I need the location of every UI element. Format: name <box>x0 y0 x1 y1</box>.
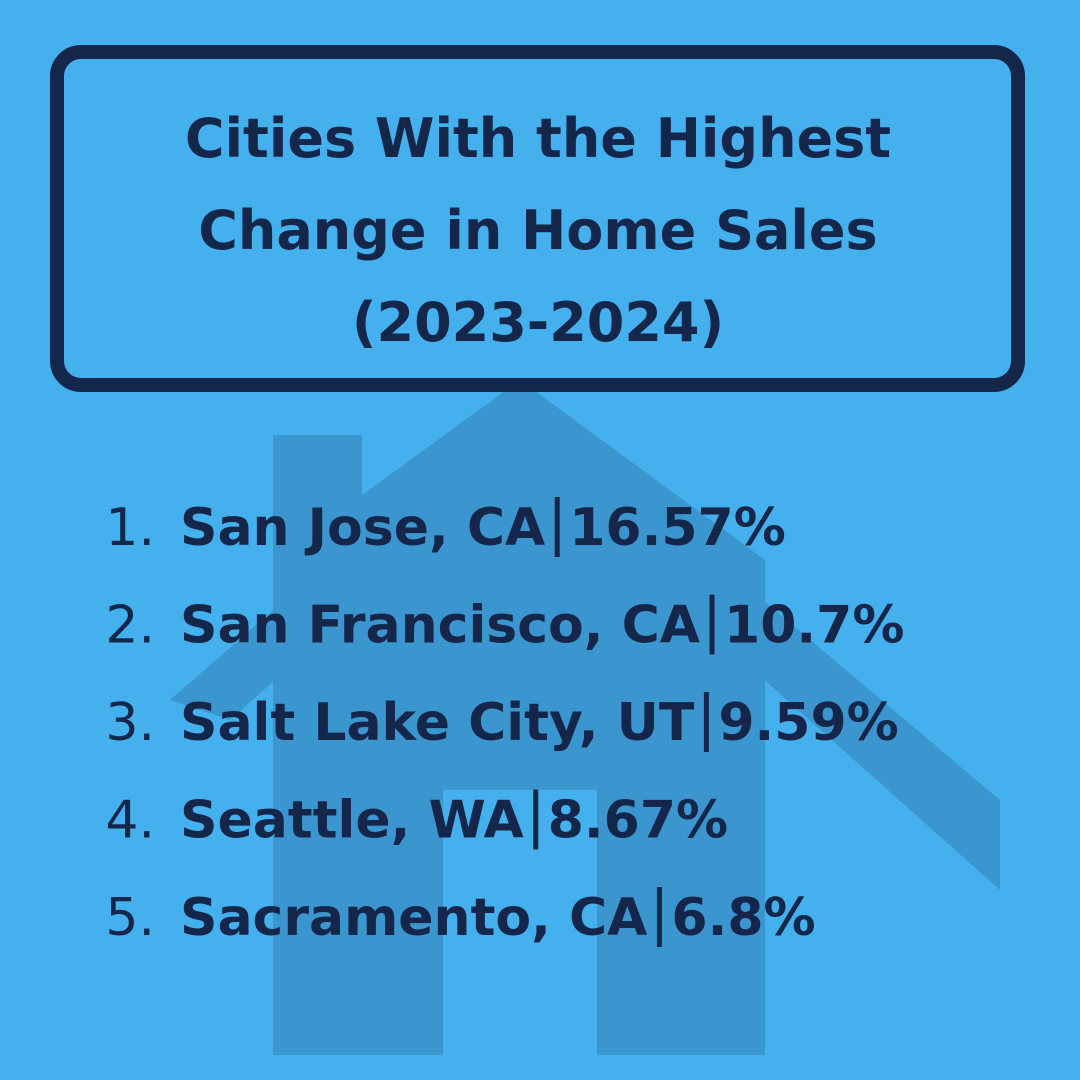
title-line: Cities With the Highest <box>185 107 891 170</box>
city-name: Salt Lake City, UT <box>180 693 695 753</box>
city-name: San Jose, CA <box>180 498 545 558</box>
change-value: 10.7% <box>724 596 904 656</box>
city-list: 1. San Jose, CA 16.57% 2. San Francisco, CA 1… <box>105 497 904 948</box>
list-marker: 1. <box>105 498 155 558</box>
change-value: 16.57% <box>569 498 786 558</box>
city-name: San Francisco, CA <box>180 596 700 656</box>
title: Cities With the Highest Change in Home Sa… <box>185 107 891 354</box>
city-name: Sacramento, CA <box>180 888 647 948</box>
title-line: (2023-2024) <box>352 291 724 354</box>
list-marker: 4. <box>105 791 155 851</box>
city-name: Seattle, WA <box>180 791 524 851</box>
change-value: 8.67% <box>548 791 728 851</box>
list-marker: 3. <box>105 693 155 753</box>
house-icon <box>170 380 1000 1055</box>
title-box <box>50 45 1025 392</box>
list-marker: 2. <box>105 596 155 656</box>
title-line: Change in Home Sales <box>198 199 877 262</box>
change-value: 9.59% <box>718 693 898 753</box>
change-value: 6.8% <box>671 888 815 948</box>
list-marker: 5. <box>105 888 155 948</box>
